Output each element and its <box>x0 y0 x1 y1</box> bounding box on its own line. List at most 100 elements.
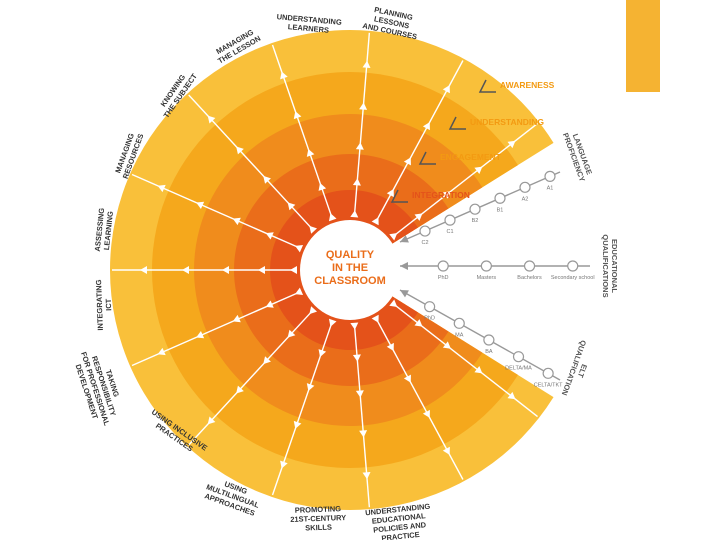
axis-node <box>453 317 465 329</box>
level-label-understanding: UNDERSTANDING <box>470 117 544 127</box>
axis-1: PhD Masters Bachelors Secondary school EDUCA… <box>400 234 619 298</box>
arrowhead <box>328 318 337 327</box>
arrowhead <box>236 146 244 155</box>
arrowhead <box>389 299 398 307</box>
arrowhead <box>403 157 411 166</box>
arrowhead <box>350 210 359 218</box>
category-label-line: INTEGRATING <box>94 279 105 331</box>
arrowhead <box>474 365 483 374</box>
axis-node <box>424 301 436 313</box>
arrowhead <box>263 356 271 365</box>
arrowhead <box>442 446 450 455</box>
center-title-line: QUALITY <box>326 249 375 261</box>
axis-node-label: MA <box>455 332 464 338</box>
arrowhead <box>414 319 423 327</box>
arrowhead <box>287 329 296 338</box>
category-label-line: 21ST-CENTURY <box>290 513 346 524</box>
arrowhead <box>157 347 166 356</box>
arrowhead <box>352 354 361 362</box>
corner-accent-bar <box>626 0 660 92</box>
arrowhead <box>362 472 371 480</box>
center-circle <box>300 220 400 320</box>
arrowhead <box>222 266 229 274</box>
spokes <box>112 32 538 508</box>
arrowhead <box>371 217 379 226</box>
arrowhead <box>318 183 327 191</box>
arrowhead <box>236 385 244 394</box>
arrowhead <box>355 390 364 398</box>
arrowhead <box>474 166 483 175</box>
arrowhead <box>371 314 379 323</box>
axis-node-label: PhD <box>424 316 435 322</box>
arrowhead <box>309 225 318 234</box>
axis-node-label: Secondary school <box>551 275 595 281</box>
level-bracket <box>418 151 436 165</box>
arrowhead <box>265 300 274 308</box>
arrowhead <box>442 85 450 94</box>
level-label-engagement: ENGAGEMENT <box>440 152 502 162</box>
arrowhead <box>290 266 297 274</box>
axis-node <box>419 225 431 237</box>
arrowhead <box>207 115 216 124</box>
axis-node-label: C1 <box>446 229 453 235</box>
axis-arrow <box>400 262 408 270</box>
axis-node <box>544 170 556 182</box>
arrowhead <box>295 245 304 253</box>
axis-title-line: QUALIFICATIONS <box>601 234 610 297</box>
arrowhead <box>287 202 296 211</box>
arrowhead <box>140 266 147 274</box>
level-bracket <box>448 116 466 130</box>
arrowhead <box>355 142 364 150</box>
arrowhead <box>157 184 166 193</box>
axis-arrow <box>400 290 409 298</box>
category-label-line: SKILLS <box>305 523 332 533</box>
arrowhead <box>309 306 318 315</box>
axis-arrow <box>400 235 409 243</box>
level-label-integration: INTEGRATION <box>412 190 470 200</box>
arrowhead <box>362 60 371 68</box>
axis-node <box>523 260 536 272</box>
arrowhead <box>306 148 315 157</box>
axis-node-label: CELTA/TKT <box>534 382 563 388</box>
level-bracket <box>478 79 496 93</box>
axis-node-label: DELTA/MA <box>505 366 532 372</box>
arrowhead <box>507 391 516 400</box>
arrowhead <box>280 71 288 80</box>
arrowhead <box>442 191 451 199</box>
axis-node <box>567 260 579 272</box>
arrowhead <box>328 213 337 222</box>
axis-node-label: BA <box>485 349 493 355</box>
arrowhead <box>422 122 430 131</box>
level-bracket <box>390 189 408 203</box>
arrowhead <box>389 233 398 241</box>
level-label-awareness: AWARENESS <box>500 80 555 90</box>
arrowhead <box>232 217 241 226</box>
arrowhead <box>232 314 241 323</box>
category-label-line: ICT <box>104 298 113 311</box>
arrowhead <box>293 420 302 429</box>
axis-node <box>437 260 449 272</box>
axis-node-label: C2 <box>421 240 428 246</box>
arrowhead <box>442 341 451 349</box>
arrowhead <box>359 102 368 110</box>
axis-node <box>494 192 506 204</box>
category-label-line: LEARNERS <box>287 22 329 35</box>
axis-node-label: B1 <box>497 207 504 213</box>
axis-node-label: Bachelors <box>517 275 542 281</box>
arrowhead <box>196 330 205 339</box>
category-label-line: LEARNING <box>102 211 115 251</box>
axis-node <box>542 367 554 379</box>
arrowhead <box>414 213 423 221</box>
arrowhead <box>359 430 368 438</box>
axis-node-label: A1 <box>547 185 554 191</box>
arrowhead <box>403 374 411 383</box>
category-label-line: PROMOTING <box>295 504 342 515</box>
axis-node <box>480 260 492 272</box>
arrowhead <box>293 111 302 120</box>
